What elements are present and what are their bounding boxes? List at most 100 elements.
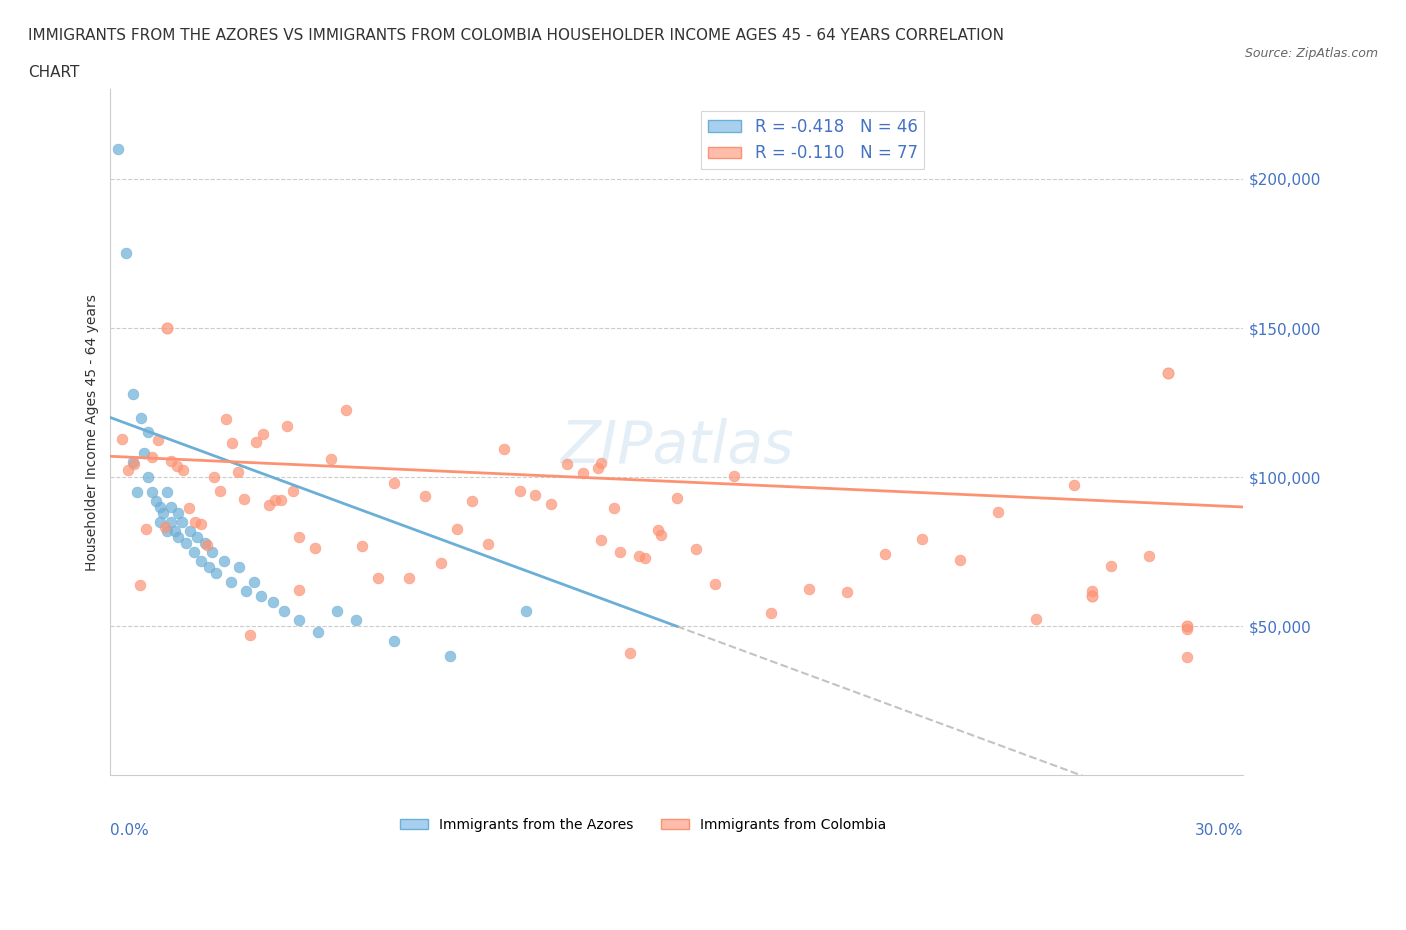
Point: [1099, 559, 1122, 574]
Point: [212, 553, 235, 568]
Point: [446, 522, 468, 537]
Point: [335, 403, 357, 418]
Point: [233, 491, 256, 506]
Point: [288, 613, 311, 628]
Point: [243, 574, 266, 589]
Point: [1157, 365, 1180, 380]
Point: [835, 584, 858, 599]
Point: [650, 527, 672, 542]
Point: [665, 491, 688, 506]
Point: [571, 466, 593, 481]
Point: [555, 457, 578, 472]
Point: [367, 570, 389, 585]
Point: [136, 470, 159, 485]
Point: [263, 493, 285, 508]
Point: [145, 494, 167, 509]
Point: [160, 514, 183, 529]
Point: [152, 506, 174, 521]
Point: [281, 484, 304, 498]
Point: [273, 604, 295, 618]
Point: [201, 544, 224, 559]
Point: [135, 522, 157, 537]
Point: [304, 540, 326, 555]
Point: [439, 649, 461, 664]
Point: [148, 432, 170, 447]
Point: [1081, 589, 1104, 604]
Point: [949, 552, 972, 567]
Point: [125, 485, 148, 499]
Point: [148, 514, 170, 529]
Point: [477, 537, 499, 551]
Point: [609, 545, 631, 560]
Point: [591, 455, 613, 470]
Point: [588, 460, 610, 475]
Point: [160, 499, 183, 514]
Legend: Immigrants from the Azores, Immigrants from Colombia: Immigrants from the Azores, Immigrants f…: [394, 812, 891, 837]
Point: [257, 498, 280, 512]
Point: [107, 141, 129, 156]
Point: [288, 529, 311, 544]
Point: [492, 442, 515, 457]
Point: [647, 523, 669, 538]
Point: [190, 553, 212, 568]
Point: [245, 435, 267, 450]
Point: [1063, 477, 1085, 492]
Point: [172, 463, 194, 478]
Point: [167, 529, 190, 544]
Point: [685, 541, 707, 556]
Point: [148, 499, 170, 514]
Point: [172, 514, 194, 529]
Point: [159, 454, 181, 469]
Point: [270, 493, 292, 508]
Point: [1175, 649, 1198, 664]
Point: [461, 494, 484, 509]
Point: [134, 445, 156, 460]
Point: [911, 532, 934, 547]
Point: [129, 410, 152, 425]
Point: [873, 546, 896, 561]
Point: [1025, 612, 1047, 627]
Point: [117, 463, 139, 478]
Point: [111, 432, 134, 446]
Point: [186, 529, 208, 544]
Text: Source: ZipAtlas.com: Source: ZipAtlas.com: [1244, 46, 1378, 60]
Y-axis label: Householder Income Ages 45 - 64 years: Householder Income Ages 45 - 64 years: [86, 294, 100, 571]
Point: [156, 321, 179, 336]
Point: [239, 627, 262, 642]
Point: [1175, 621, 1198, 636]
Point: [319, 451, 342, 466]
Point: [167, 506, 190, 521]
Point: [603, 500, 626, 515]
Point: [166, 458, 188, 473]
Point: [194, 536, 217, 551]
Point: [122, 386, 145, 401]
Point: [114, 246, 136, 261]
Point: [215, 412, 238, 427]
Point: [761, 605, 783, 620]
Point: [153, 519, 176, 534]
Point: [524, 488, 547, 503]
Point: [515, 604, 537, 618]
Point: [262, 595, 284, 610]
Point: [619, 645, 641, 660]
Point: [221, 435, 243, 450]
Point: [136, 425, 159, 440]
Point: [307, 625, 329, 640]
Point: [352, 538, 374, 553]
Point: [129, 578, 152, 592]
Point: [156, 485, 179, 499]
Text: IMMIGRANTS FROM THE AZORES VS IMMIGRANTS FROM COLOMBIA HOUSEHOLDER INCOME AGES 4: IMMIGRANTS FROM THE AZORES VS IMMIGRANTS…: [28, 28, 1004, 43]
Point: [183, 544, 205, 559]
Point: [252, 426, 274, 441]
Point: [208, 484, 231, 498]
Point: [235, 583, 257, 598]
Text: CHART: CHART: [28, 65, 80, 80]
Point: [430, 555, 453, 570]
Point: [202, 470, 225, 485]
Point: [1175, 618, 1198, 633]
Point: [398, 571, 420, 586]
Point: [987, 505, 1010, 520]
Point: [591, 532, 613, 547]
Point: [797, 581, 820, 596]
Point: [197, 559, 219, 574]
